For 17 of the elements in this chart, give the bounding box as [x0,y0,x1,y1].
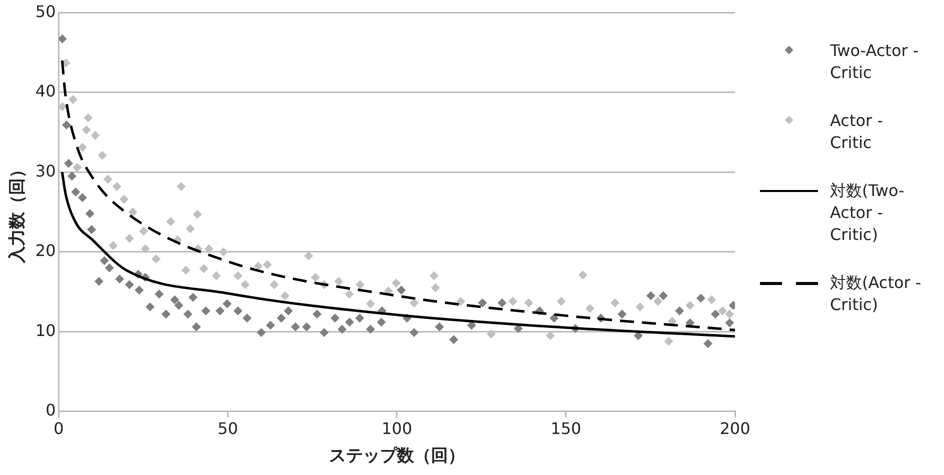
y-tick-label: 0 [46,400,56,420]
x-tick-label: 50 [218,419,238,438]
x-tick-label: 200 [720,419,750,438]
legend-label: 対数(Two-Actor - Critic) [830,180,906,246]
y-tick-label: 30 [35,161,56,180]
x-tick-label: 150 [550,419,582,438]
y-tick-label: 20 [35,241,56,260]
y-axis-title: 入力数（回） [8,161,28,264]
line-series [60,170,735,338]
y-tick-label: 50 [35,2,56,21]
y-tick-label: 10 [35,320,56,340]
legend-label: Actor - Critic [830,110,884,154]
y-tick-label: 40 [35,82,56,101]
x-axis-title: ステップ数（回） [328,446,465,466]
x-tick-label: 100 [382,419,412,438]
legend-label: Two-Actor - Critic [830,40,920,84]
legend-label: 対数(Actor - Critic) [830,272,922,316]
